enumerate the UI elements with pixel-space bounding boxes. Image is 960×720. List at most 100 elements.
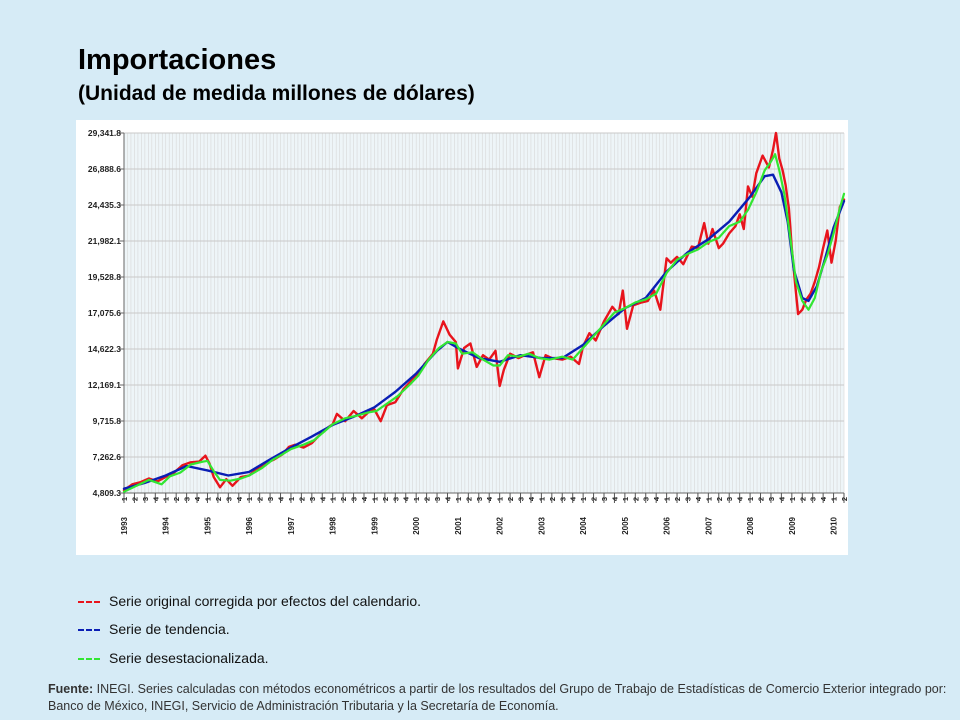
x-year-label: 2008 xyxy=(746,516,755,534)
x-year-label: 2000 xyxy=(412,516,421,534)
x-quarter-label: 2 xyxy=(256,497,265,501)
x-quarter-label: 3 xyxy=(558,497,567,501)
x-quarter-label: 3 xyxy=(183,497,192,501)
y-tick-label: 19,528.8 xyxy=(88,272,121,282)
x-quarter-label: 1 xyxy=(496,497,505,501)
x-quarter-label: 3 xyxy=(683,497,692,501)
x-quarter-label: 1 xyxy=(245,497,254,501)
series-line-seasonal xyxy=(122,153,846,493)
line-chart: 29,341.8 26,888.6 24,435.3 21,982.1 19,528.8… xyxy=(76,120,848,555)
x-quarter-label: 4 xyxy=(443,496,452,501)
x-year-label: 2001 xyxy=(454,516,463,534)
x-quarter-label: 2 xyxy=(297,497,306,501)
x-year-label: 2002 xyxy=(496,516,505,534)
x-quarter-label: 2 xyxy=(798,497,807,501)
x-quarter-label: 1 xyxy=(621,497,630,501)
x-quarter-label: 2 xyxy=(757,497,766,501)
x-quarter-label: 3 xyxy=(433,497,442,501)
x-quarter-label: 1 xyxy=(120,497,129,501)
x-quarter-label: 4 xyxy=(402,496,411,501)
x-year-label: 1999 xyxy=(370,516,379,534)
x-quarter-label: 1 xyxy=(454,497,463,501)
x-quarter-label: 1 xyxy=(412,497,421,501)
x-quarter-label: 2 xyxy=(631,497,640,501)
x-year-label: 2006 xyxy=(663,516,672,534)
legend-item-original: Serie original corregida por efectos del… xyxy=(78,592,421,610)
x-quarter-label: 4 xyxy=(485,496,494,501)
x-year-label: 2005 xyxy=(621,516,630,534)
x-quarter-label: 3 xyxy=(224,497,233,501)
y-tick-label: 24,435.3 xyxy=(88,200,121,210)
x-quarter-label: 1 xyxy=(746,497,755,501)
x-quarter-label: 2 xyxy=(840,497,848,501)
x-quarter-label: 4 xyxy=(694,496,703,501)
legend-swatch-trend xyxy=(78,629,100,632)
x-year-label: 2010 xyxy=(830,516,839,534)
legend-label-seasonal: Serie desestacionalizada. xyxy=(109,650,269,666)
x-quarter-label: 2 xyxy=(130,497,139,501)
y-tick-label: 29,341.8 xyxy=(88,128,121,138)
x-year-label: 1994 xyxy=(162,516,171,534)
x-quarter-label: 2 xyxy=(381,497,390,501)
x-quarter-label: 3 xyxy=(600,497,609,501)
x-quarter-label: 2 xyxy=(172,497,181,501)
y-tick-label: 14,622.3 xyxy=(88,344,121,354)
source-footnote: Fuente: INEGI. Series calculadas con mét… xyxy=(48,681,958,715)
chart-subtitle: (Unidad de medida millones de dólares) xyxy=(78,82,475,105)
x-quarter-label: 1 xyxy=(663,497,672,501)
x-year-label: 2003 xyxy=(537,516,546,534)
y-tick-label: 26,888.6 xyxy=(88,164,121,174)
x-quarter-label: 3 xyxy=(475,497,484,501)
y-tick-label: 21,982.1 xyxy=(88,236,121,246)
x-year-label: 1997 xyxy=(287,516,296,534)
x-quarter-label: 1 xyxy=(370,497,379,501)
x-quarter-label: 2 xyxy=(423,497,432,501)
footnote-label: Fuente: xyxy=(48,682,94,696)
chart-title: Importaciones xyxy=(78,44,277,76)
x-quarter-label: 1 xyxy=(537,497,546,501)
x-year-label: 1996 xyxy=(245,516,254,534)
x-year-label: 2004 xyxy=(579,516,588,534)
x-quarter-label: 4 xyxy=(736,496,745,501)
legend-swatch-original xyxy=(78,601,100,604)
x-quarter-label: 4 xyxy=(819,496,828,501)
legend-item-trend: Serie de tendencia. xyxy=(78,620,230,638)
legend-label-trend: Serie de tendencia. xyxy=(109,621,230,637)
series-lines xyxy=(122,131,846,493)
y-tick-label: 4,809.3 xyxy=(93,488,122,498)
footnote-text: INEGI. Series calculadas con métodos eco… xyxy=(48,682,947,713)
x-quarter-label: 3 xyxy=(350,497,359,501)
x-quarter-label: 2 xyxy=(548,497,557,501)
x-year-label: 2007 xyxy=(704,516,713,534)
y-axis: 29,341.8 26,888.6 24,435.3 21,982.1 19,528.8… xyxy=(88,128,125,498)
x-quarter-label: 3 xyxy=(308,497,317,501)
x-quarter-label: 4 xyxy=(151,496,160,501)
x-quarter-label: 2 xyxy=(464,497,473,501)
x-quarter-label: 2 xyxy=(590,497,599,501)
x-quarter-label: 2 xyxy=(715,497,724,501)
y-tick-label: 12,169.1 xyxy=(88,380,121,390)
x-quarter-label: 2 xyxy=(339,497,348,501)
y-tick-label: 9,715.8 xyxy=(93,416,122,426)
x-quarter-label: 1 xyxy=(579,497,588,501)
y-tick-label: 17,075.6 xyxy=(88,308,121,318)
legend-swatch-seasonal xyxy=(78,658,100,661)
x-quarter-label: 2 xyxy=(673,497,682,501)
x-quarter-label: 4 xyxy=(193,496,202,501)
x-quarter-label: 4 xyxy=(652,496,661,501)
x-quarter-label: 1 xyxy=(329,497,338,501)
x-quarter-label: 3 xyxy=(391,497,400,501)
x-quarter-label: 1 xyxy=(788,497,797,501)
legend-label-original: Serie original corregida por efectos del… xyxy=(109,593,422,609)
x-quarter-label: 1 xyxy=(162,497,171,501)
x-quarter-label: 2 xyxy=(506,497,515,501)
x-quarter-label: 1 xyxy=(704,497,713,501)
y-tick-label: 7,262.6 xyxy=(93,452,122,462)
x-quarter-label: 2 xyxy=(214,497,223,501)
x-year-label: 1993 xyxy=(120,516,129,534)
x-year-label: 2009 xyxy=(788,516,797,534)
x-quarter-label: 3 xyxy=(141,497,150,501)
x-quarter-label: 4 xyxy=(777,496,786,501)
x-quarter-label: 4 xyxy=(277,496,286,501)
